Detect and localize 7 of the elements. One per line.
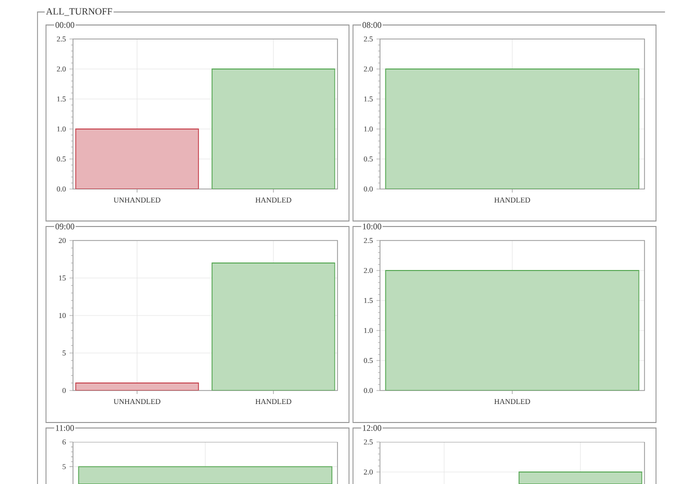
text: ALL_TURNOFF bbox=[46, 8, 112, 16]
chart-title: 11:00 bbox=[56, 425, 74, 431]
chart-title: 09:00 bbox=[56, 224, 74, 230]
chart-title: 08:00 bbox=[362, 22, 382, 28]
chart-title: 12:00 bbox=[362, 425, 382, 431]
chart-title: 00:00 bbox=[56, 22, 74, 28]
chart-title: 10:00 bbox=[362, 224, 382, 230]
